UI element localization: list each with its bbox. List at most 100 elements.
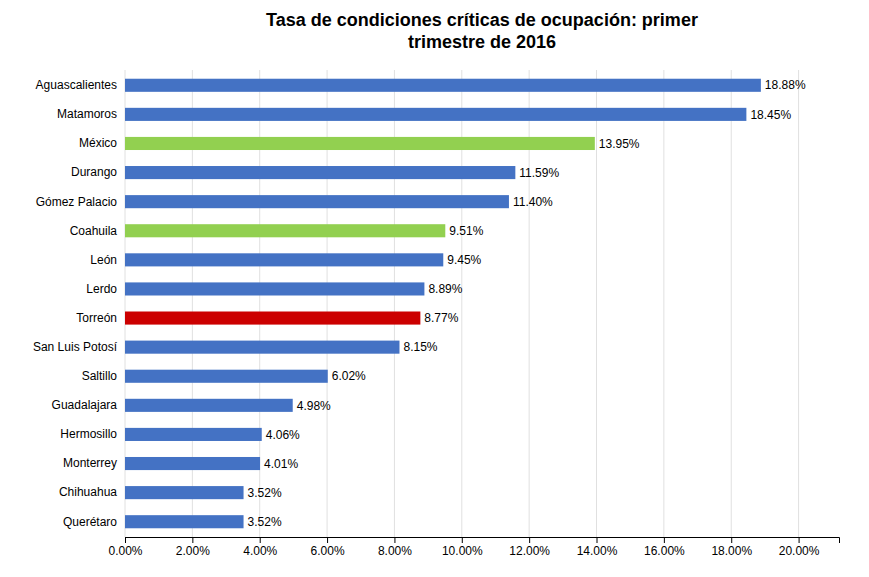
x-tick-label: 10.00% (442, 544, 483, 558)
title-line: Tasa de condiciones críticas de ocupació… (266, 10, 698, 30)
y-tick: Matamoros (57, 107, 117, 121)
x-axis: 0.00% 2.00% 4.00% 6.00% 8.00% 10.00% 12.00% 14.… (108, 537, 839, 558)
bar (125, 457, 260, 470)
data-label: 8.15% (403, 340, 437, 354)
y-tick: San Luis Potosí (33, 340, 118, 354)
data-label: 6.02% (332, 369, 366, 383)
y-tick: Guadalajara (52, 398, 118, 412)
y-tick: Monterrey (63, 456, 117, 470)
x-tick-label: 18.00% (711, 544, 752, 558)
x-tick: 2.00% (176, 537, 210, 558)
y-tick-label: Durango (71, 165, 117, 179)
data-label: 18.88% (765, 78, 806, 92)
data-label: 8.89% (428, 282, 462, 296)
grid-line (596, 70, 597, 537)
x-tick-label: 2.00% (176, 544, 210, 558)
data-label: 4.06% (266, 428, 300, 442)
x-tick: 4.00% (243, 537, 277, 558)
y-tick-label: San Luis Potosí (33, 340, 118, 354)
bar (125, 282, 424, 295)
x-tick-mark (731, 537, 732, 543)
x-tick-mark (597, 537, 598, 543)
y-tick-label: Aguascalientes (36, 78, 117, 92)
y-tick-label: Hermosillo (60, 427, 117, 441)
y-tick: Chihuahua (59, 485, 117, 499)
grid-line (798, 70, 799, 537)
x-tick-mark (192, 537, 193, 543)
x-tick: 18.00% (711, 537, 752, 558)
bar (125, 312, 420, 325)
chart: 0.00% 2.00% 4.00% 6.00% 8.00% 10.00% 12.00% 14.… (0, 0, 869, 577)
y-tick: Lerdo (86, 282, 117, 296)
data-labels: 3.52% 3.52% 4.01% 4.06% 4.98% 6.02% 8.15% 8.77%… (248, 78, 806, 528)
x-tick-label: 8.00% (378, 544, 412, 558)
bars (125, 79, 761, 529)
grid-line (731, 70, 732, 537)
y-tick: Querétaro (63, 515, 117, 529)
data-label: 13.95% (599, 137, 640, 151)
data-label: 4.01% (264, 457, 298, 471)
data-label: 9.45% (447, 253, 481, 267)
x-tick-mark (529, 537, 530, 543)
y-tick: Gómez Palacio (36, 195, 118, 209)
x-tick-mark (664, 537, 665, 543)
bar (125, 79, 761, 92)
x-tick-mark (462, 537, 463, 543)
plot: 0.00% 2.00% 4.00% 6.00% 8.00% 10.00% 12.00% 14.… (33, 70, 840, 558)
bar (125, 341, 399, 354)
data-label: 3.52% (248, 515, 282, 529)
x-tick-label: 20.00% (779, 544, 820, 558)
data-label: 18.45% (750, 108, 791, 122)
x-tick-mark (394, 537, 395, 543)
x-tick-label: 16.00% (644, 544, 685, 558)
bar (125, 253, 443, 266)
y-tick-label: Chihuahua (59, 485, 117, 499)
bar (125, 166, 515, 179)
data-label: 11.59% (519, 166, 559, 180)
bar (125, 486, 244, 499)
y-tick: Hermosillo (60, 427, 117, 441)
title: Tasa de condiciones críticas de ocupació… (266, 10, 698, 52)
data-label: 11.40% (513, 195, 553, 209)
y-tick-label: Gómez Palacio (36, 195, 118, 209)
y-tick-label: México (79, 136, 117, 150)
x-tick-label: 0.00% (108, 544, 142, 558)
data-label: 3.52% (248, 486, 282, 500)
y-tick: León (90, 253, 117, 267)
x-tick: 12.00% (509, 537, 550, 558)
bar (125, 370, 328, 383)
y-tick: México (79, 136, 117, 150)
y-tick-label: Lerdo (86, 282, 117, 296)
grid-line (663, 70, 664, 537)
x-tick: 10.00% (442, 537, 483, 558)
y-tick-label: León (90, 253, 117, 267)
data-label: 9.51% (449, 224, 483, 238)
y-tick: Coahuila (70, 224, 118, 238)
x-axis-line (126, 538, 840, 544)
bar (125, 195, 509, 208)
x-tick: 0.00% (108, 537, 142, 558)
y-tick-label: Monterrey (63, 456, 117, 470)
title-line: trimestre de 2016 (408, 32, 556, 52)
bar (125, 224, 445, 237)
y-tick-label: Torreón (76, 311, 117, 325)
y-tick: Saltillo (82, 369, 118, 383)
x-tick: 20.00% (779, 537, 820, 558)
x-tick-mark (125, 537, 126, 543)
y-tick-label: Saltillo (82, 369, 118, 383)
y-tick-label: Guadalajara (52, 398, 118, 412)
bar (125, 515, 244, 528)
x-tick-mark (327, 537, 328, 543)
x-tick: 14.00% (577, 537, 618, 558)
y-tick-label: Matamoros (57, 107, 117, 121)
x-tick-mark (260, 537, 261, 543)
bar (125, 137, 595, 150)
x-tick-label: 12.00% (509, 544, 550, 558)
x-tick-mark (799, 537, 800, 543)
data-label: 8.77% (424, 311, 458, 325)
bar (125, 428, 262, 441)
x-tick-label: 6.00% (311, 544, 345, 558)
bar (125, 399, 293, 412)
data-label: 4.98% (297, 399, 331, 413)
x-tick: 16.00% (644, 537, 685, 558)
